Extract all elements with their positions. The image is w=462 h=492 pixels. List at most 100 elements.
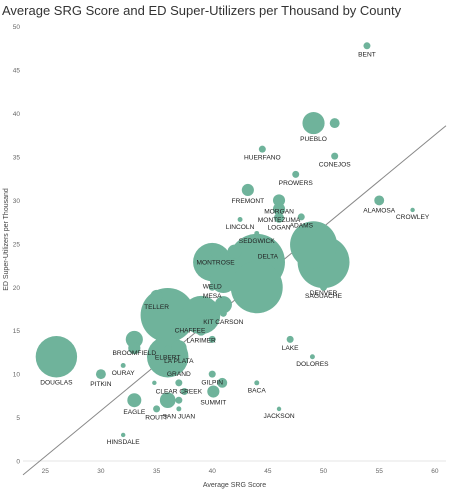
bubble-eagle [127, 393, 142, 408]
bubble-pueblo [302, 112, 325, 135]
bubble-layer [35, 42, 415, 438]
point-label: LINCOLN [226, 224, 255, 231]
point-label: TELLER [144, 304, 169, 311]
bubble-alamosa [374, 195, 385, 206]
bubble-unlabeled [180, 388, 188, 396]
point-label: MORGAN [264, 208, 294, 215]
point-label: SEDGWICK [239, 238, 276, 245]
bubble-chaffee [186, 318, 194, 326]
point-label: DOUGLAS [40, 379, 73, 386]
point-label: MESA [203, 293, 222, 300]
point-label: LAKE [282, 345, 299, 352]
bubble-unlabeled [209, 265, 237, 294]
y-tick-label: 20 [13, 285, 21, 292]
point-label: FREMONT [232, 198, 265, 205]
point-label: OURAY [112, 370, 136, 377]
bubble-bent [363, 42, 371, 50]
bubble-unlabeled [230, 261, 283, 314]
y-tick-label: 30 [13, 198, 21, 205]
x-tick-label: 45 [264, 468, 272, 475]
bubble-montrose [210, 247, 221, 258]
bubble-elbert [164, 345, 172, 353]
bubble-douglas [35, 336, 78, 378]
y-tick-label: 15 [13, 328, 21, 335]
point-label: BROOMFIELD [113, 350, 157, 357]
bubble-lincoln [237, 217, 243, 222]
point-label: MONTEZUMA [258, 217, 301, 224]
axes-layer: 25 30 35 40 45 50 55 60 0 5 10 15 20 25 30 35 40 45 50 [13, 24, 446, 475]
bubble-ouray [120, 362, 126, 368]
x-axis-title: Average SRG Score [203, 482, 266, 489]
bubble-routt [153, 405, 161, 413]
bubble-pitkin [95, 369, 106, 380]
bubble-delta [261, 239, 274, 252]
bubble-conejos [331, 152, 339, 160]
bubble-larimer [196, 325, 207, 336]
bubble-clear-creek [175, 379, 183, 387]
bubble-unlabeled [290, 221, 338, 269]
point-label: BENT [358, 51, 376, 58]
y-tick-label: 50 [13, 24, 21, 31]
bubble-fremont [241, 183, 254, 197]
bubble-dolores [309, 354, 315, 360]
bubble-crowley [410, 207, 415, 213]
x-tick-label: 35 [153, 468, 161, 475]
point-label: DENVER [310, 290, 338, 297]
bubble-morgan [272, 194, 286, 207]
bubble-kit-carson [219, 309, 227, 317]
x-tick-label: 30 [97, 468, 105, 475]
point-label: CONEJOS [319, 162, 351, 169]
y-tick-label: 25 [13, 241, 21, 248]
bubble-summit [207, 385, 220, 398]
point-label: GRAND [167, 371, 191, 378]
point-label: ALAMOSA [363, 207, 395, 214]
point-label: PITKIN [90, 381, 111, 388]
bubble-la-plata [171, 340, 187, 356]
y-tick-label: 45 [13, 68, 21, 75]
bubble-montezuma [272, 203, 286, 216]
point-label: LOGAN [267, 225, 290, 232]
bubble-sedgwick [254, 230, 260, 236]
bubble-unlabeled [152, 380, 157, 386]
point-label: EAGLE [123, 409, 146, 416]
y-tick-label: 5 [16, 415, 20, 422]
point-label: SUMMIT [200, 400, 226, 407]
point-label: CLEAR CREEK [156, 388, 203, 395]
bubble-baca [254, 380, 260, 386]
bubble-hinsdale [120, 432, 126, 438]
x-tick-label: 40 [209, 468, 217, 475]
bubble-logan [274, 212, 284, 223]
bubble-broomfield [125, 330, 143, 348]
bubble-unlabeled [227, 244, 242, 259]
x-tick-label: 60 [431, 468, 439, 475]
x-tick-label: 25 [42, 468, 50, 475]
bubble-teller [150, 289, 163, 303]
point-label: PUEBLO [300, 136, 327, 143]
point-label: MONTROSE [197, 259, 236, 266]
point-label: LARIMER [186, 338, 216, 345]
bubble-jackson [276, 406, 282, 412]
bubble-adams [297, 213, 305, 221]
bubble-mesa [208, 283, 216, 291]
bubble-grand [175, 361, 183, 369]
bubble-gilpin [208, 370, 216, 378]
bubble-huerfano [258, 145, 266, 153]
point-label: SAGUACHE [305, 293, 343, 300]
point-label: ELBERT [155, 354, 181, 361]
bubble-lake [286, 335, 294, 343]
y-tick-label: 35 [13, 154, 21, 161]
point-label: ROUTT [145, 414, 168, 421]
bubble-unlabeled [128, 342, 141, 355]
point-label: DELTA [258, 254, 279, 261]
bubble-unlabeled [208, 335, 216, 343]
point-label: DOLORES [296, 361, 329, 368]
bubble-saguache [320, 283, 328, 291]
chart-title: Average SRG Score and ED Super-Utilizers… [2, 3, 402, 18]
point-label: LA PLATA [164, 358, 194, 365]
point-label: KIT CARSON [203, 319, 243, 326]
point-label: BACA [248, 387, 267, 394]
point-label: HUERFANO [244, 155, 281, 162]
point-label: CROWLEY [396, 214, 430, 221]
point-label: GILPIN [201, 380, 223, 387]
bubble-unlabeled [175, 396, 183, 404]
